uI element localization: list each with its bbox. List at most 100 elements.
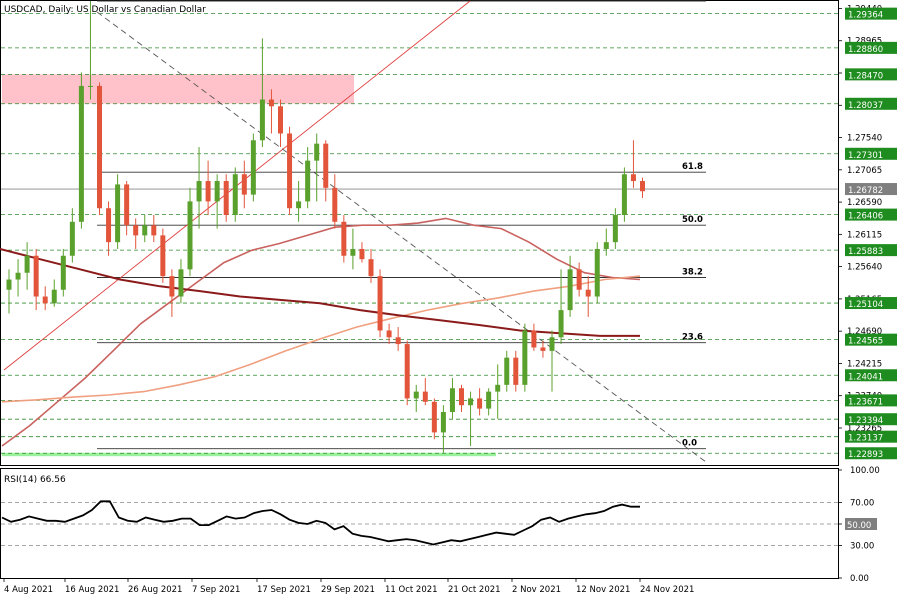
candle-body: [621, 174, 627, 215]
candle-body: [640, 181, 645, 192]
level-label-box: [845, 333, 897, 346]
candle-body: [449, 388, 455, 413]
level-label: 1.23394: [848, 416, 883, 426]
candle-body: [15, 272, 21, 280]
candle-body: [513, 357, 519, 385]
price-tick-label: 1.24690: [847, 327, 882, 337]
candle-body: [87, 85, 93, 87]
candle-body: [395, 337, 401, 345]
fib-label: 100.0: [682, 0, 709, 1]
candle-body: [24, 255, 30, 273]
candle-body: [531, 330, 537, 348]
candle-body: [576, 269, 582, 290]
candle-body: [630, 174, 636, 182]
candle-body: [549, 337, 555, 351]
candle-body: [603, 242, 609, 249]
x-tick-label: 26 Aug 2021: [128, 585, 182, 595]
level-label: 1.25883: [848, 247, 883, 257]
candle-body: [368, 259, 374, 277]
fib-label: 23.6: [682, 333, 703, 343]
candle-body: [69, 221, 75, 256]
candle-body: [585, 289, 591, 297]
moving-average-line: [0, 248, 640, 337]
candle-body: [287, 133, 293, 209]
x-tick-label: 24 Nov 2021: [640, 585, 694, 595]
level-label: 1.24565: [848, 337, 883, 347]
candle-body: [431, 401, 437, 433]
candle-body: [567, 269, 573, 311]
candle-body: [187, 201, 193, 270]
rsi-title: RSI(14) 66.56: [4, 475, 66, 485]
fib-label: 61.8: [682, 162, 703, 172]
price-tick-label: 1.26115: [847, 230, 882, 240]
candle-body: [6, 279, 12, 290]
candle-body: [323, 143, 329, 188]
candle-body: [268, 99, 274, 107]
price-tick-label: 1.26590: [847, 198, 882, 208]
level-label-box: [845, 447, 897, 460]
moving-average-line: [1, 217, 641, 447]
candle-body: [142, 225, 148, 236]
candle-body: [486, 391, 492, 409]
candle-body: [214, 181, 220, 202]
x-tick-label: 17 Sep 2021: [257, 585, 311, 595]
x-tick-label: 2 Nov 2021: [512, 585, 561, 595]
price-tick-label: 1.23265: [847, 424, 882, 434]
price-tick-label: 1.27540: [847, 134, 882, 144]
candle-body: [115, 184, 121, 243]
candle-body: [106, 208, 112, 243]
candle-body: [133, 225, 139, 236]
candle-body: [223, 181, 229, 215]
candle-body: [612, 214, 618, 243]
candle-body: [314, 143, 320, 161]
resistance-zone: [2, 74, 354, 104]
candle-body: [278, 106, 283, 134]
candle-body: [459, 388, 464, 406]
price-tick-label: 1.27065: [847, 166, 882, 176]
candle-body: [169, 276, 175, 297]
candle-body: [160, 235, 166, 277]
candle-body: [332, 187, 338, 222]
candle-body: [205, 181, 211, 202]
level-label: 1.26782: [848, 186, 883, 196]
trend-line-down: [96, 11, 707, 463]
price-tick-label: 1.28965: [847, 37, 882, 47]
candle-body: [377, 276, 383, 331]
candle-body: [558, 310, 564, 338]
x-tick-label: 11 Oct 2021: [385, 585, 438, 595]
fib-label: 38.2: [682, 267, 703, 277]
level-label: 1.28037: [848, 101, 883, 111]
level-label-box: [845, 413, 897, 426]
moving-average-line: [1, 275, 641, 403]
level-label: 1.23137: [848, 434, 883, 444]
level-label: 1.24041: [848, 372, 883, 382]
candle-body: [151, 225, 157, 236]
level-label-box: [845, 430, 897, 443]
rsi-current-box: [845, 518, 877, 530]
level-label: 1.28860: [848, 45, 883, 55]
level-label-box: [845, 183, 897, 196]
price-tick-label: 1.24215: [847, 359, 882, 369]
candle-body: [178, 269, 184, 297]
level-label: 1.25104: [848, 300, 883, 310]
candle-body: [259, 99, 265, 141]
x-tick-label: 29 Sep 2021: [321, 585, 375, 595]
x-tick-label: 12 Nov 2021: [576, 585, 630, 595]
level-label-box: [845, 297, 897, 310]
candle-body: [78, 85, 84, 222]
candle-body: [477, 398, 483, 409]
rsi-panel-frame: [0, 468, 839, 579]
candle-body: [241, 174, 247, 195]
candle-body: [422, 391, 428, 402]
candle-body: [495, 384, 501, 392]
candle-body: [468, 398, 474, 406]
candle-body: [305, 160, 311, 202]
x-tick-label: 7 Sep 2021: [192, 585, 240, 595]
candle-body: [504, 357, 510, 385]
fib-label: 0.0: [682, 439, 697, 449]
rsi-current-label: 50.00: [847, 521, 871, 531]
level-label: 1.28470: [848, 71, 883, 81]
price-tick-label: 1.25640: [847, 263, 882, 273]
level-label-box: [845, 147, 897, 160]
